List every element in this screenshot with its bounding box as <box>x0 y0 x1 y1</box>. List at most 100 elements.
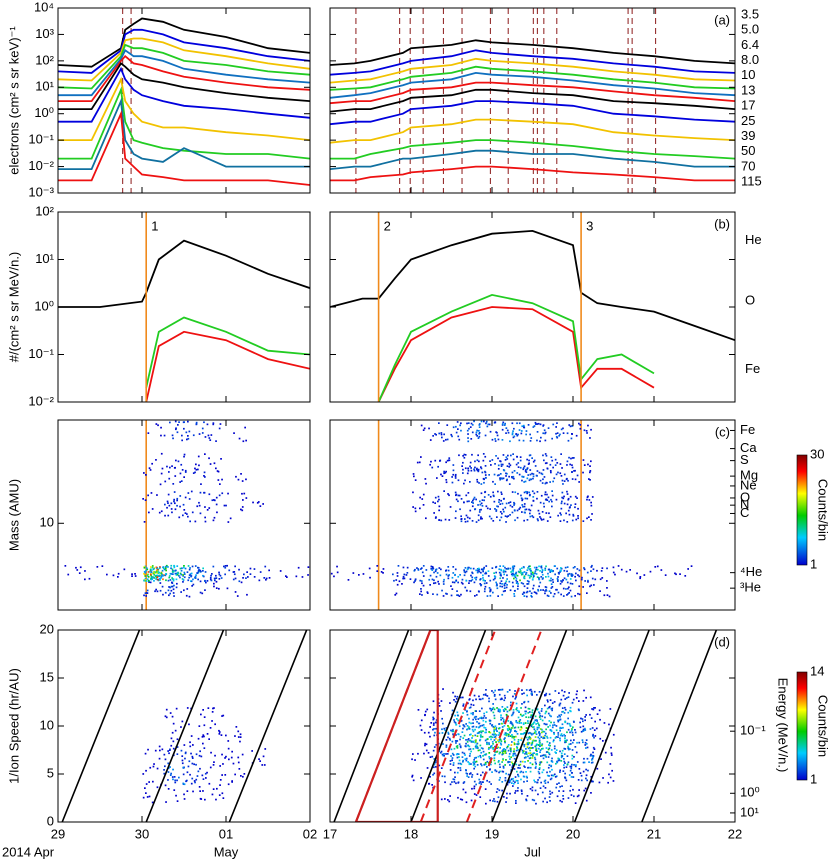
count-dot <box>529 738 532 740</box>
count-dot <box>530 688 532 691</box>
count-dot <box>416 461 419 464</box>
count-dot <box>567 439 570 442</box>
count-dot <box>539 516 541 518</box>
count-dot <box>522 733 525 735</box>
count-dot <box>525 591 528 594</box>
count-dot <box>555 736 558 738</box>
count-dot <box>535 723 537 725</box>
count-dot <box>475 718 477 721</box>
count-dot <box>539 744 541 746</box>
count-dot <box>509 761 511 763</box>
count-dot <box>520 789 523 792</box>
count-dot <box>198 754 201 757</box>
count-dot <box>489 508 491 510</box>
count-dot <box>541 511 544 513</box>
count-dot <box>443 753 445 755</box>
count-dot <box>513 741 516 744</box>
count-dot <box>480 764 483 767</box>
count-dot <box>591 577 594 580</box>
count-dot <box>155 567 158 570</box>
count-dot <box>570 595 573 598</box>
count-dot <box>551 505 553 508</box>
count-dot <box>514 730 516 732</box>
count-dot <box>520 778 522 781</box>
count-dot <box>518 571 521 574</box>
count-dot <box>423 427 426 430</box>
count-dot <box>79 566 82 569</box>
count-dot <box>458 595 461 597</box>
x-tick-label: 01 <box>219 826 233 841</box>
count-dot <box>556 462 559 464</box>
count-dot <box>438 498 440 501</box>
count-dot <box>539 423 542 426</box>
count-dot <box>465 494 468 497</box>
count-dot <box>440 700 443 702</box>
count-dot <box>523 426 525 429</box>
count-dot <box>498 740 500 743</box>
count-dot <box>580 717 582 720</box>
count-dot <box>440 432 443 434</box>
count-dot <box>176 573 179 576</box>
count-dot <box>527 741 530 744</box>
count-dot <box>476 745 479 748</box>
count-dot <box>523 765 525 768</box>
count-dot <box>460 593 462 596</box>
count-dot <box>172 722 175 725</box>
count-dot <box>555 473 558 476</box>
count-dot <box>451 759 453 762</box>
count-dot <box>539 501 542 504</box>
count-dot <box>493 695 496 697</box>
count-dot <box>602 740 604 742</box>
count-dot <box>526 497 529 500</box>
count-dot <box>480 716 483 719</box>
count-dot <box>570 730 573 732</box>
count-dot <box>580 730 583 733</box>
count-dot <box>494 727 496 730</box>
count-dot <box>457 753 460 755</box>
count-dot <box>499 582 502 585</box>
count-dot <box>572 788 574 791</box>
y-tick-label: 10⁻¹ <box>28 346 54 361</box>
count-dot <box>215 587 218 589</box>
count-dot <box>471 737 473 739</box>
count-dot <box>190 490 193 493</box>
count-dot <box>551 586 554 588</box>
count-dot <box>520 722 523 724</box>
count-dot <box>594 578 597 581</box>
count-dot <box>231 780 233 782</box>
count-dot <box>183 476 185 478</box>
count-dot <box>471 424 474 426</box>
count-dot <box>157 572 160 574</box>
count-dot <box>583 568 586 571</box>
count-dot <box>517 726 520 729</box>
count-dot <box>523 744 526 746</box>
count-dot <box>151 462 153 465</box>
count-dot <box>457 479 460 482</box>
count-dot <box>447 736 449 739</box>
count-dot <box>175 794 177 797</box>
count-dot <box>208 493 211 496</box>
x-tick-label: 30 <box>135 826 149 841</box>
count-dot <box>500 568 502 571</box>
count-dot <box>552 724 554 727</box>
count-dot <box>491 567 494 569</box>
count-dot <box>174 475 177 477</box>
count-dot <box>163 434 166 437</box>
count-dot <box>471 572 474 575</box>
count-dot <box>469 752 471 755</box>
count-dot <box>474 745 477 748</box>
count-dot <box>574 503 577 505</box>
count-dot <box>505 801 507 803</box>
count-dot <box>212 422 215 424</box>
count-dot <box>506 710 509 713</box>
count-dot <box>489 430 492 433</box>
count-dot <box>495 734 497 736</box>
count-dot <box>482 724 485 726</box>
colorbar-label: Counts/bin <box>816 479 830 541</box>
count-dot <box>499 732 501 735</box>
count-dot <box>509 589 512 592</box>
count-dot <box>540 519 543 521</box>
count-dot <box>541 482 544 484</box>
count-dot <box>464 758 467 760</box>
